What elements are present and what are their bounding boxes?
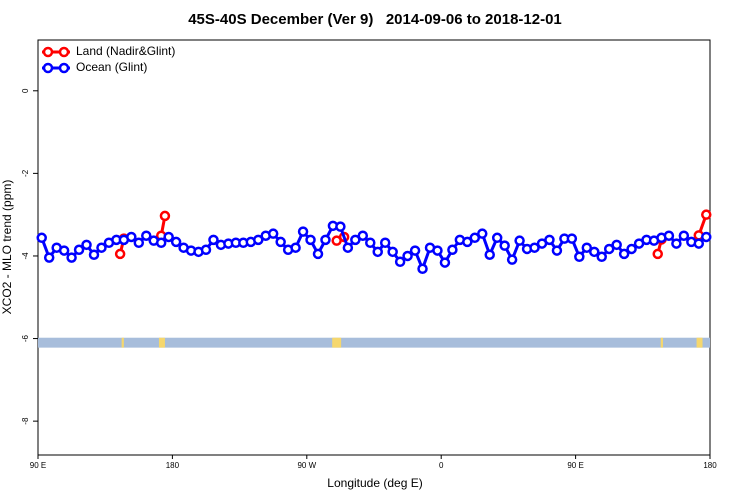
series-marker <box>477 228 488 239</box>
ocean-mask <box>38 337 710 348</box>
series-marker <box>506 254 518 265</box>
plot-frame <box>37 39 711 456</box>
series-marker <box>350 234 361 246</box>
series-marker <box>611 239 622 251</box>
series-marker <box>663 230 675 241</box>
series-marker <box>491 232 503 244</box>
series-marker <box>297 226 309 237</box>
y-axis-label: XCO2 - MLO trend (ppm) <box>0 180 14 315</box>
series-marker <box>267 228 279 239</box>
series-marker <box>66 252 77 263</box>
series-marker <box>551 245 563 256</box>
series-marker <box>253 234 264 246</box>
series-marker <box>652 248 663 260</box>
series-marker <box>671 238 682 249</box>
series-marker <box>96 242 107 253</box>
series-marker <box>566 233 578 244</box>
series-marker <box>133 237 145 249</box>
series-marker <box>447 244 458 256</box>
series-marker <box>678 230 690 241</box>
y-tick-label: 0 <box>21 88 30 93</box>
series-marker <box>462 236 473 248</box>
series-marker <box>290 242 301 253</box>
series-marker <box>312 248 324 260</box>
land-mask <box>660 337 663 348</box>
legend-label: Ocean (Glint) <box>76 60 147 74</box>
x-axis-label: Longitude (deg E) <box>327 476 422 490</box>
y-tick-label: -4 <box>21 252 30 260</box>
land-mask <box>158 337 165 348</box>
x-tick-label: 180 <box>703 461 717 470</box>
series-marker <box>394 256 406 267</box>
y-tick-label: -8 <box>21 417 30 425</box>
legend-marker <box>42 62 54 74</box>
x-tick-label: 180 <box>166 461 180 470</box>
series-marker <box>581 242 593 253</box>
chart-title: 45S-40S December (Ver 9) 2014-09-06 to 2… <box>188 11 562 28</box>
series-marker <box>529 242 540 253</box>
series-marker <box>514 235 525 246</box>
series-marker <box>320 234 331 246</box>
series-marker <box>208 234 219 246</box>
series-marker <box>155 237 167 249</box>
series-marker <box>163 231 174 243</box>
series-marker <box>626 243 637 255</box>
series-marker <box>693 238 705 249</box>
series-marker <box>589 246 600 258</box>
series-marker <box>618 248 630 260</box>
series-marker <box>36 232 47 244</box>
series-marker <box>402 250 413 262</box>
series-marker <box>58 245 70 256</box>
series-marker <box>141 230 152 241</box>
series-marker <box>484 249 495 260</box>
legend-marker <box>58 62 70 74</box>
series-marker <box>170 236 182 248</box>
series-marker <box>275 236 286 248</box>
series-marker <box>200 244 212 256</box>
x-tick-label: 90 W <box>297 461 316 470</box>
land-mask <box>121 337 124 348</box>
series-marker <box>159 210 171 222</box>
series-marker <box>603 243 615 255</box>
series-marker <box>335 221 346 232</box>
series-marker <box>574 251 585 263</box>
legend-label: Land (Nadir&Glint) <box>76 44 175 58</box>
series-marker <box>305 234 316 246</box>
series-marker <box>439 257 451 268</box>
series-marker <box>499 240 510 251</box>
series-marker <box>126 231 137 243</box>
series-marker <box>417 263 428 275</box>
series-marker <box>387 246 398 258</box>
x-tick-label: 0 <box>439 461 444 470</box>
y-tick-label: -2 <box>21 169 30 177</box>
series-marker <box>114 248 126 260</box>
series-marker <box>701 209 712 220</box>
x-tick-label: 90 E <box>567 461 583 470</box>
legend-marker <box>58 46 70 58</box>
series-marker <box>88 249 100 260</box>
land-mask <box>696 337 703 348</box>
x-tick-label: 90 E <box>30 461 46 470</box>
series-marker <box>596 251 607 263</box>
legend-marker <box>42 46 54 58</box>
series-marker <box>43 252 55 263</box>
series-marker <box>372 246 383 258</box>
series-marker <box>409 245 421 256</box>
series-marker <box>379 237 391 249</box>
series-marker <box>357 230 369 241</box>
series-marker <box>432 245 443 256</box>
series-marker <box>544 234 555 246</box>
land-mask <box>332 337 342 348</box>
series-marker <box>342 242 354 253</box>
series-marker <box>73 244 85 256</box>
series-marker <box>365 237 376 249</box>
series-marker <box>469 232 481 244</box>
series-marker <box>81 239 92 251</box>
y-tick-label: -6 <box>21 334 30 342</box>
series-marker <box>701 231 712 243</box>
